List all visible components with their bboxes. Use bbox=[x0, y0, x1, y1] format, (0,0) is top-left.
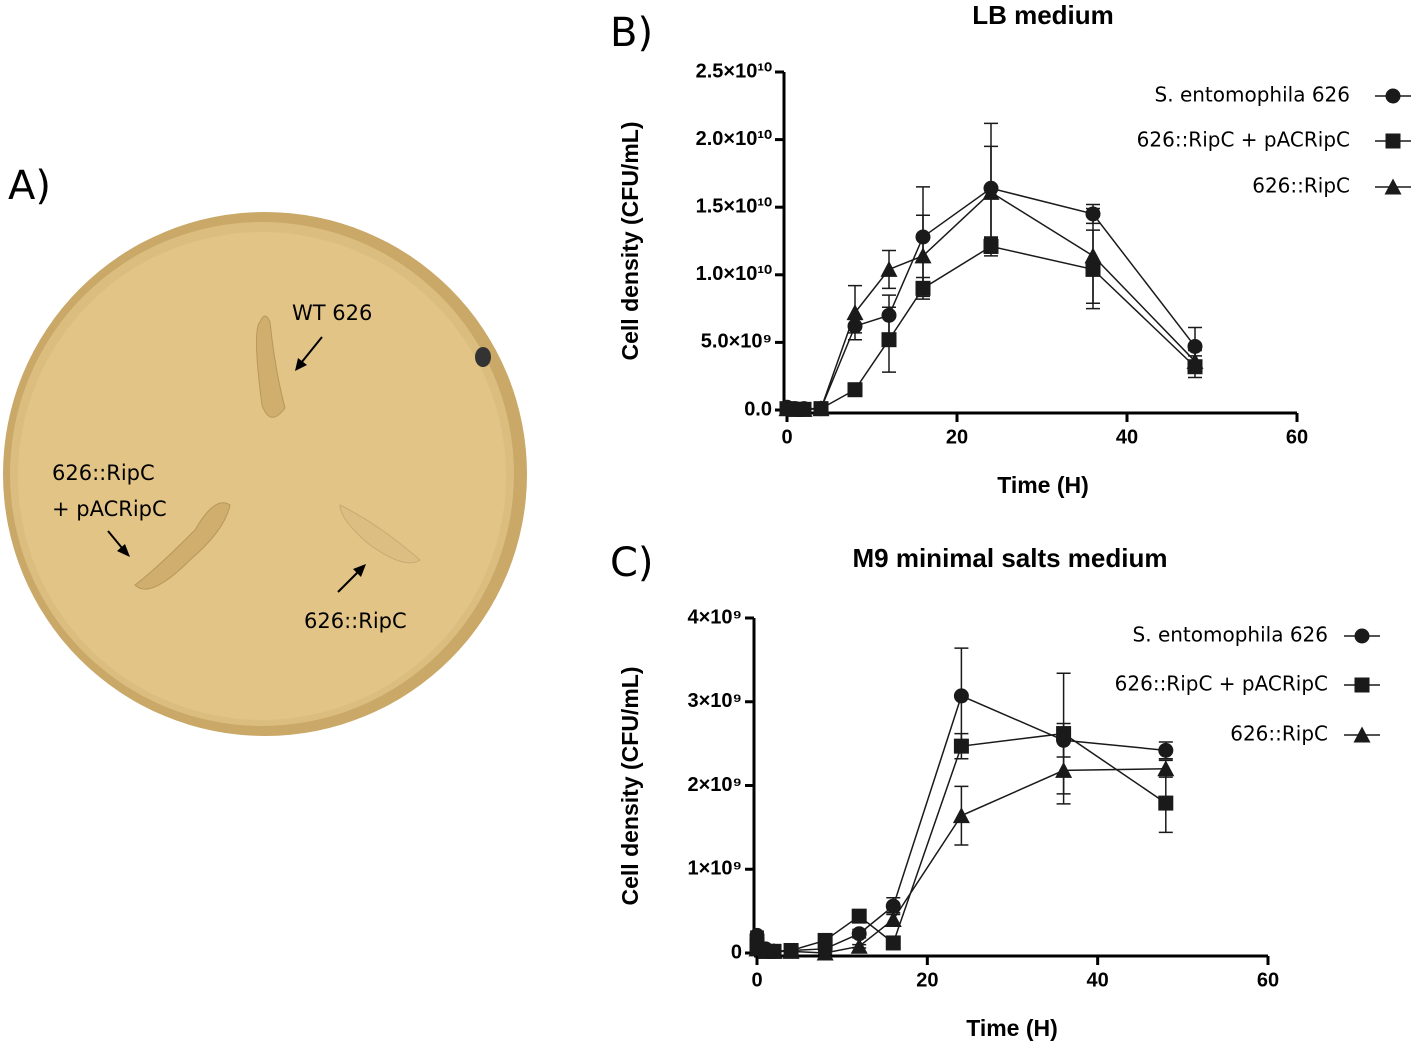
marker bbox=[953, 738, 969, 754]
annotation: 626::RipC bbox=[304, 609, 407, 633]
y-tick-label: 5.0×10⁹ bbox=[701, 331, 772, 353]
marker bbox=[983, 238, 999, 254]
legend-label: 626::RipC + pACRipC bbox=[1115, 672, 1328, 696]
legend-marker bbox=[1354, 628, 1370, 644]
marker bbox=[914, 247, 932, 264]
legend-label: S. entomophila 626 bbox=[1133, 623, 1328, 647]
y-tick-label: 4×10⁹ bbox=[687, 606, 742, 628]
marker bbox=[982, 183, 1000, 200]
x-tick-label: 40 bbox=[1087, 969, 1109, 991]
x-tick-label: 20 bbox=[916, 969, 938, 991]
marker bbox=[765, 942, 783, 959]
legend-marker bbox=[1353, 726, 1371, 743]
panel-label: B) bbox=[610, 10, 653, 56]
photo-panel: A) WT 626 626::RipC + pACRipC 626::RipC bbox=[3, 163, 527, 736]
y-tick-label: 2.5×10¹⁰ bbox=[696, 60, 772, 82]
marker bbox=[1055, 761, 1073, 778]
y-axis-label: Cell density (CFU/mL) bbox=[617, 122, 643, 361]
streak bbox=[255, 315, 286, 418]
x-tick-label: 60 bbox=[1286, 426, 1308, 448]
x-tick-label: 60 bbox=[1257, 969, 1279, 991]
legend-label: S. entomophila 626 bbox=[1155, 83, 1350, 107]
marker bbox=[1158, 742, 1174, 758]
marker bbox=[816, 944, 834, 961]
marker bbox=[1157, 760, 1175, 777]
y-axis-label: Cell density (CFU/mL) bbox=[617, 667, 643, 906]
legend-marker bbox=[1354, 677, 1370, 693]
marker bbox=[880, 260, 898, 277]
marker bbox=[850, 937, 868, 954]
marker bbox=[846, 304, 864, 321]
x-tick-label: 0 bbox=[751, 969, 762, 991]
marker bbox=[953, 688, 969, 704]
annotation: WT 626 bbox=[292, 301, 372, 325]
chart: C) M9 minimal salts medium Time (H) Cell de… bbox=[610, 540, 1380, 1041]
legend-label: 626::RipC bbox=[1252, 174, 1350, 198]
marker bbox=[847, 382, 863, 398]
annotation: + pACRipC bbox=[52, 497, 167, 521]
marker bbox=[881, 332, 897, 348]
x-axis-label: Time (H) bbox=[966, 1015, 1058, 1041]
marker bbox=[782, 942, 800, 959]
marker bbox=[1158, 795, 1174, 811]
marker bbox=[1084, 247, 1102, 264]
plate-mark bbox=[475, 347, 491, 367]
marker bbox=[884, 911, 902, 927]
legend-marker bbox=[1385, 133, 1401, 149]
streak bbox=[134, 502, 231, 590]
y-tick-label: 0 bbox=[731, 941, 742, 963]
y-tick-label: 2.0×10¹⁰ bbox=[696, 128, 772, 150]
plate-inner bbox=[18, 232, 506, 720]
legend-marker bbox=[1385, 88, 1401, 104]
x-tick-label: 0 bbox=[781, 426, 792, 448]
marker bbox=[812, 400, 830, 417]
marker bbox=[851, 926, 867, 942]
marker bbox=[952, 807, 970, 824]
panel-label: A) bbox=[8, 163, 51, 209]
annotation: 626::RipC bbox=[52, 461, 155, 485]
panel-label: C) bbox=[610, 540, 654, 586]
x-tick-label: 40 bbox=[1116, 426, 1138, 448]
arrow-head bbox=[117, 544, 130, 557]
marker bbox=[795, 400, 813, 417]
chart: B) LB medium Time (H) Cell density (CFU/mL)… bbox=[610, 0, 1411, 498]
legend-marker bbox=[1384, 178, 1402, 195]
legend-label: 626::RipC bbox=[1230, 722, 1328, 746]
marker bbox=[885, 898, 901, 914]
chart-title: M9 minimal salts medium bbox=[853, 543, 1168, 573]
y-tick-label: 1.0×10¹⁰ bbox=[696, 263, 772, 285]
y-tick-label: 2×10⁹ bbox=[687, 774, 742, 796]
arrow-head bbox=[353, 564, 366, 577]
legend-label: 626::RipC + pACRipC bbox=[1137, 128, 1350, 152]
y-tick-label: 0.0 bbox=[744, 398, 772, 420]
chart-title: LB medium bbox=[972, 0, 1114, 30]
y-tick-label: 1.5×10¹⁰ bbox=[696, 195, 772, 217]
marker bbox=[817, 932, 833, 948]
marker bbox=[1186, 352, 1204, 369]
x-tick-label: 20 bbox=[946, 426, 968, 448]
marker bbox=[851, 908, 867, 924]
y-tick-label: 3×10⁹ bbox=[687, 690, 742, 712]
arrow-head bbox=[295, 358, 307, 371]
streak bbox=[339, 504, 421, 564]
x-axis-label: Time (H) bbox=[997, 472, 1089, 498]
marker bbox=[885, 935, 901, 951]
y-tick-label: 1×10⁹ bbox=[687, 858, 742, 880]
